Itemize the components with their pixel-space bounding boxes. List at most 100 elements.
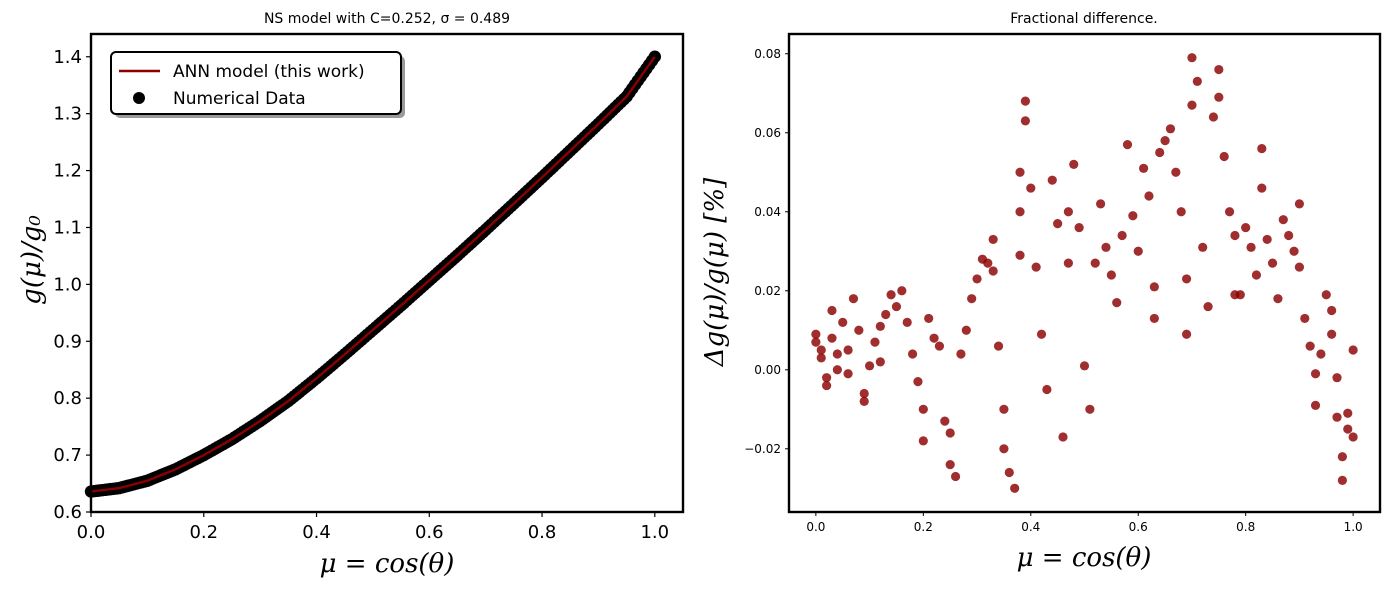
fractional-difference-point xyxy=(1171,167,1181,177)
left-xtick-label: 0.8 xyxy=(528,522,557,543)
fractional-difference-point xyxy=(1096,199,1106,209)
fractional-difference-point xyxy=(1122,140,1133,150)
fractional-difference-point xyxy=(1085,404,1095,414)
fractional-difference-point xyxy=(1203,301,1213,312)
fractional-difference-point xyxy=(1181,329,1192,339)
fractional-difference-point xyxy=(1278,215,1288,225)
fractional-difference-point xyxy=(1214,64,1224,75)
fractional-difference-point xyxy=(1063,207,1073,217)
fractional-difference-point xyxy=(1187,100,1197,110)
fractional-difference-point xyxy=(918,436,928,446)
fractional-difference-point xyxy=(1117,230,1127,241)
fractional-difference-point xyxy=(816,353,826,363)
fractional-difference-point xyxy=(822,373,832,383)
left-xtick-label: 0.2 xyxy=(189,522,218,543)
fractional-difference-point xyxy=(913,377,923,387)
fractional-difference-point xyxy=(1090,258,1100,268)
right-ytick-label: 0.04 xyxy=(754,205,781,219)
right-ytick-label: 0.02 xyxy=(754,284,781,298)
fractional-difference-point xyxy=(1343,424,1353,434)
fractional-difference-point xyxy=(1079,361,1090,371)
fractional-difference-point xyxy=(1053,219,1063,229)
fractional-difference-point xyxy=(924,313,934,324)
fractional-difference-point xyxy=(1160,136,1170,146)
fractional-difference-point xyxy=(1343,408,1353,418)
fractional-difference-point xyxy=(1015,167,1025,177)
fractional-difference-point xyxy=(843,345,853,355)
fractional-difference-point xyxy=(854,325,864,335)
fractional-difference-point xyxy=(983,258,993,268)
right-xtick-label: 0.4 xyxy=(1021,520,1040,534)
fractional-difference-point xyxy=(1139,163,1149,173)
left-chart-title: NS model with C=0.252, σ = 0.489 xyxy=(264,11,510,27)
fractional-difference-point xyxy=(940,416,950,426)
fractional-difference-point xyxy=(1074,222,1084,233)
fractional-difference-point xyxy=(832,349,842,359)
right-plot-frame xyxy=(787,32,1382,514)
fractional-difference-point xyxy=(945,459,955,470)
fractional-difference-point xyxy=(1010,483,1020,493)
left-ytick-label: 0.9 xyxy=(53,331,82,352)
fractional-difference-point xyxy=(1069,159,1079,169)
fractional-difference-point xyxy=(967,294,977,304)
fractional-difference-point xyxy=(1251,270,1262,280)
fractional-difference-point xyxy=(832,365,842,375)
fractional-difference-point xyxy=(1219,151,1229,162)
fractional-difference-point xyxy=(1063,258,1073,268)
fractional-difference-point xyxy=(875,321,885,331)
right-xlabel: μ = cos(θ) xyxy=(1017,543,1152,573)
fractional-difference-point xyxy=(1133,246,1143,256)
fractional-difference-point xyxy=(972,274,982,284)
fractional-difference-point xyxy=(1004,467,1014,478)
fractional-difference-point xyxy=(1020,116,1030,126)
left-ytick-label: 1.3 xyxy=(53,104,82,125)
fractional-difference-point xyxy=(1208,112,1219,122)
fractional-difference-point xyxy=(1321,290,1331,300)
fractional-difference-point xyxy=(918,404,928,414)
fractional-difference-point xyxy=(1176,207,1186,217)
fractional-difference-point xyxy=(1327,305,1337,316)
fractional-difference-point xyxy=(1246,242,1256,252)
legend-dot-marker xyxy=(133,92,145,104)
fractional-difference-point xyxy=(1042,384,1052,395)
fractional-difference-point xyxy=(1149,313,1159,324)
fractional-difference-point xyxy=(1198,242,1208,252)
fractional-difference-point xyxy=(1155,147,1165,158)
fractional-difference-point xyxy=(907,349,918,359)
fractional-difference-point xyxy=(1047,175,1057,185)
fractional-difference-point xyxy=(859,396,869,406)
fractional-difference-point xyxy=(886,290,896,300)
fractional-difference-point xyxy=(816,345,826,355)
fractional-difference-point xyxy=(1112,298,1122,308)
fractional-difference-point xyxy=(1284,230,1294,241)
right-ytick-label: 0.00 xyxy=(754,363,781,377)
left-chart: NS model with C=0.252, σ = 0.489 0.0 0.2 0… xyxy=(17,11,685,579)
left-ytick-label: 1.2 xyxy=(53,161,82,182)
fractional-difference-point xyxy=(891,301,902,312)
fractional-difference-point xyxy=(811,337,821,347)
fractional-difference-point xyxy=(1332,373,1342,383)
fractional-difference-point xyxy=(956,349,966,359)
fractional-difference-point xyxy=(848,294,859,304)
fractional-difference-point xyxy=(929,333,939,343)
fractional-difference-point xyxy=(870,337,880,347)
fractional-difference-point xyxy=(1267,258,1278,268)
fractional-difference-point xyxy=(1348,432,1358,442)
left-xtick-label: 0.6 xyxy=(415,522,444,543)
fractional-difference-point xyxy=(999,444,1009,454)
fractional-difference-point xyxy=(859,388,869,399)
right-xtick-label: 0.6 xyxy=(1129,520,1148,534)
fractional-difference-point xyxy=(1289,246,1299,256)
right-xtick-label: 1.0 xyxy=(1344,520,1363,534)
fractional-difference-point xyxy=(843,369,853,379)
fractional-difference-point xyxy=(1106,270,1116,280)
fractional-difference-point xyxy=(1015,250,1025,260)
fractional-difference-point xyxy=(1144,191,1154,201)
fractional-difference-point xyxy=(897,286,907,296)
fractional-difference-point xyxy=(1305,341,1315,351)
left-ytick-label: 0.7 xyxy=(53,445,82,466)
fractional-difference-point xyxy=(1300,313,1310,324)
fractional-difference-point xyxy=(1181,274,1192,284)
fractional-difference-point xyxy=(1224,207,1235,217)
